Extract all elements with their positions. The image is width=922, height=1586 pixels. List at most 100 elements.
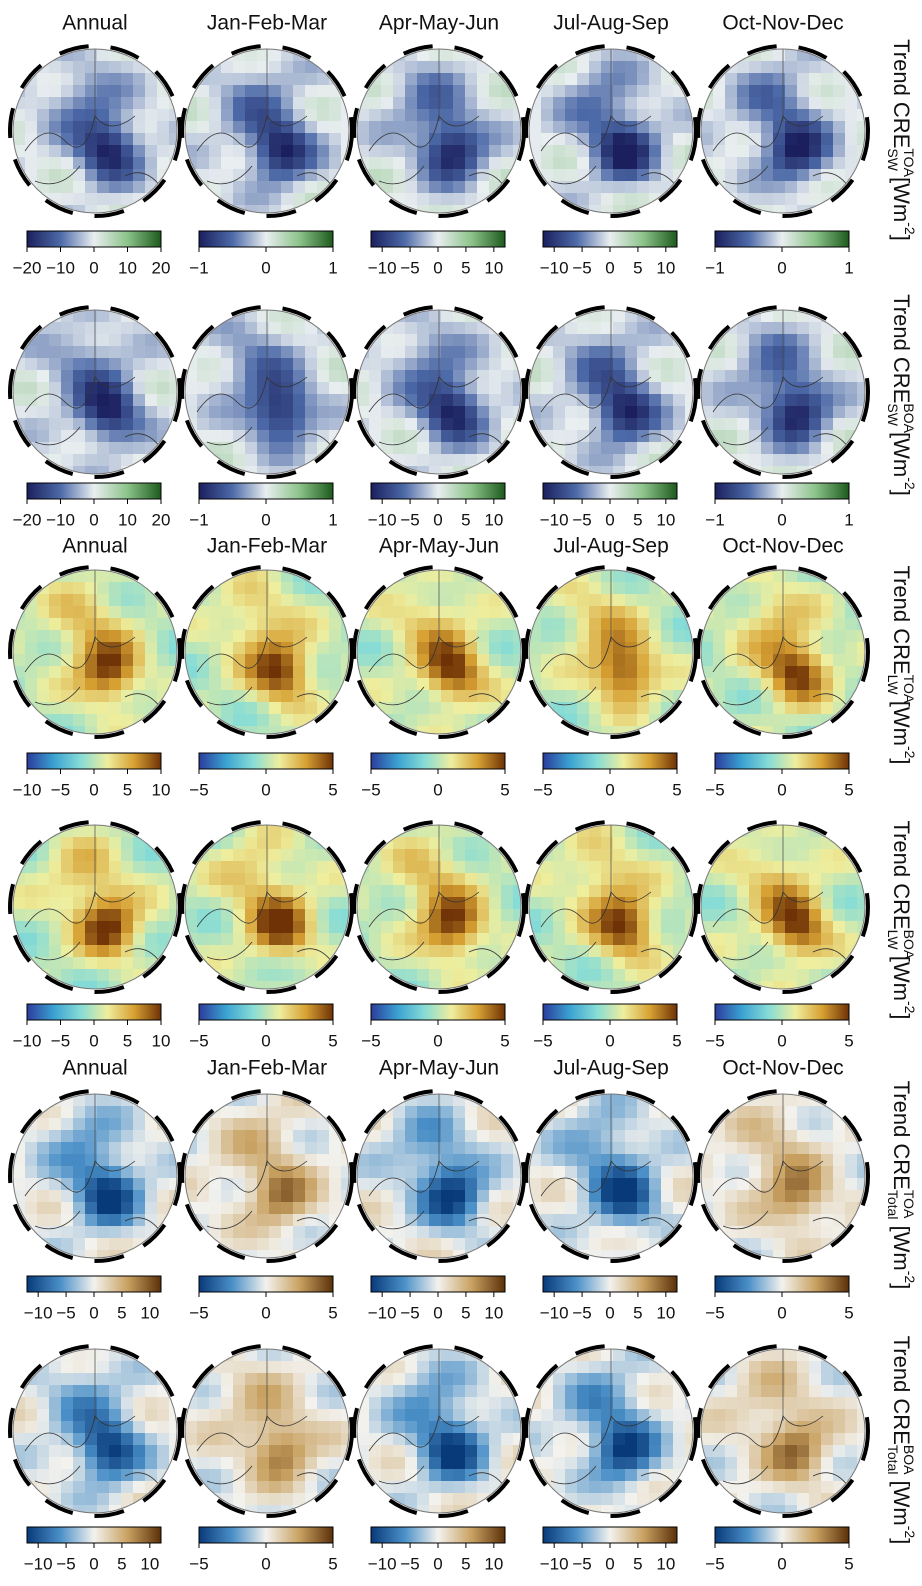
map-cell	[761, 109, 774, 122]
map-cell	[565, 690, 578, 703]
map-cell	[833, 945, 846, 958]
map-cell	[417, 714, 430, 727]
map-cell	[97, 1238, 110, 1251]
map-cell	[429, 454, 442, 467]
map-cell	[221, 1154, 234, 1167]
map-cell	[257, 1226, 270, 1239]
map-cell	[97, 97, 110, 110]
map-cell	[221, 1130, 234, 1143]
map-cell	[133, 97, 146, 110]
map-cell	[737, 642, 750, 655]
map-cell	[97, 849, 110, 862]
map-cell	[305, 1106, 318, 1119]
map-cell	[661, 1118, 674, 1131]
map-cell	[293, 1226, 306, 1239]
map-cell	[761, 193, 774, 206]
map-cell	[317, 909, 330, 922]
map-cell	[465, 1118, 478, 1131]
map-cell	[357, 642, 370, 655]
map-cell	[257, 1238, 270, 1251]
map-cell	[73, 73, 86, 86]
map-cell	[393, 1130, 406, 1143]
map-cell	[785, 1118, 798, 1131]
map-cell	[821, 702, 834, 715]
map-cell	[821, 1142, 834, 1155]
map-cell	[37, 346, 50, 359]
map-cell	[281, 921, 294, 934]
row-label-sub: Total	[885, 1445, 901, 1475]
map-cell	[625, 73, 638, 86]
map-cell	[293, 933, 306, 946]
map-cell	[489, 642, 502, 655]
map-cell	[577, 666, 590, 679]
column-title: Annual	[62, 12, 127, 35]
map-cell	[833, 121, 846, 134]
map-cell	[25, 885, 38, 898]
map-cell	[393, 618, 406, 631]
map-cell	[121, 654, 134, 667]
map-cell	[221, 1178, 234, 1191]
map-cell	[73, 346, 86, 359]
map-cell	[269, 957, 282, 970]
map-cell	[269, 1214, 282, 1227]
map-cell	[465, 654, 478, 667]
map-cell	[73, 1118, 86, 1131]
map-cell	[553, 654, 566, 667]
map-cell	[429, 570, 442, 583]
map-cell	[97, 334, 110, 347]
map-cell	[221, 1433, 234, 1446]
map-cell	[601, 145, 614, 158]
map-cell	[293, 322, 306, 335]
map-cell	[61, 1238, 74, 1251]
map-cell	[133, 1505, 146, 1518]
map-cell	[845, 1142, 858, 1155]
map-cell	[245, 109, 258, 122]
map-cell	[317, 945, 330, 958]
map-cell	[381, 630, 394, 643]
map-cell	[381, 1226, 394, 1239]
map-cell	[257, 1106, 270, 1119]
map-cell	[541, 85, 554, 98]
map-cell	[441, 1202, 454, 1215]
map-cell	[381, 358, 394, 371]
map-cell	[25, 85, 38, 98]
map-cell	[821, 442, 834, 455]
map-cell	[157, 394, 170, 407]
map-cell	[429, 430, 442, 443]
map-cell	[673, 97, 686, 110]
colorbar	[543, 483, 677, 499]
map-cell	[601, 49, 614, 62]
map-cell	[649, 73, 662, 86]
map-cell	[737, 582, 750, 595]
row-label-unit: [Wm	[889, 426, 914, 477]
map-cell	[157, 909, 170, 922]
map-cell	[233, 630, 246, 643]
map-cell	[601, 61, 614, 74]
map-cell	[357, 909, 370, 922]
map-cell	[25, 1445, 38, 1458]
row-label: Trend CREBOASW [Wm-2]	[885, 294, 918, 496]
map-cell	[85, 861, 98, 874]
colorbar-tick-label: −1	[189, 510, 208, 529]
map-cell	[37, 654, 50, 667]
map-cell	[133, 1106, 146, 1119]
map-cell	[257, 61, 270, 74]
map-cell	[625, 193, 638, 206]
map-cell	[293, 1238, 306, 1251]
map-cell	[541, 358, 554, 371]
colorbar-tick-label: 10	[656, 1303, 675, 1322]
map-cell	[809, 933, 822, 946]
row-label-unit: [Wm	[889, 695, 914, 746]
map-cell	[685, 169, 698, 182]
map-cell	[25, 678, 38, 691]
map-cell	[749, 322, 762, 335]
colorbar-tick-label: −5	[189, 1031, 208, 1050]
map-cell	[601, 157, 614, 170]
map-cell	[589, 690, 602, 703]
map-cell	[369, 909, 382, 922]
map-cell	[305, 909, 318, 922]
map-cell	[761, 1142, 774, 1155]
map-cell	[637, 849, 650, 862]
map-cell	[269, 678, 282, 691]
map-cell	[405, 322, 418, 335]
